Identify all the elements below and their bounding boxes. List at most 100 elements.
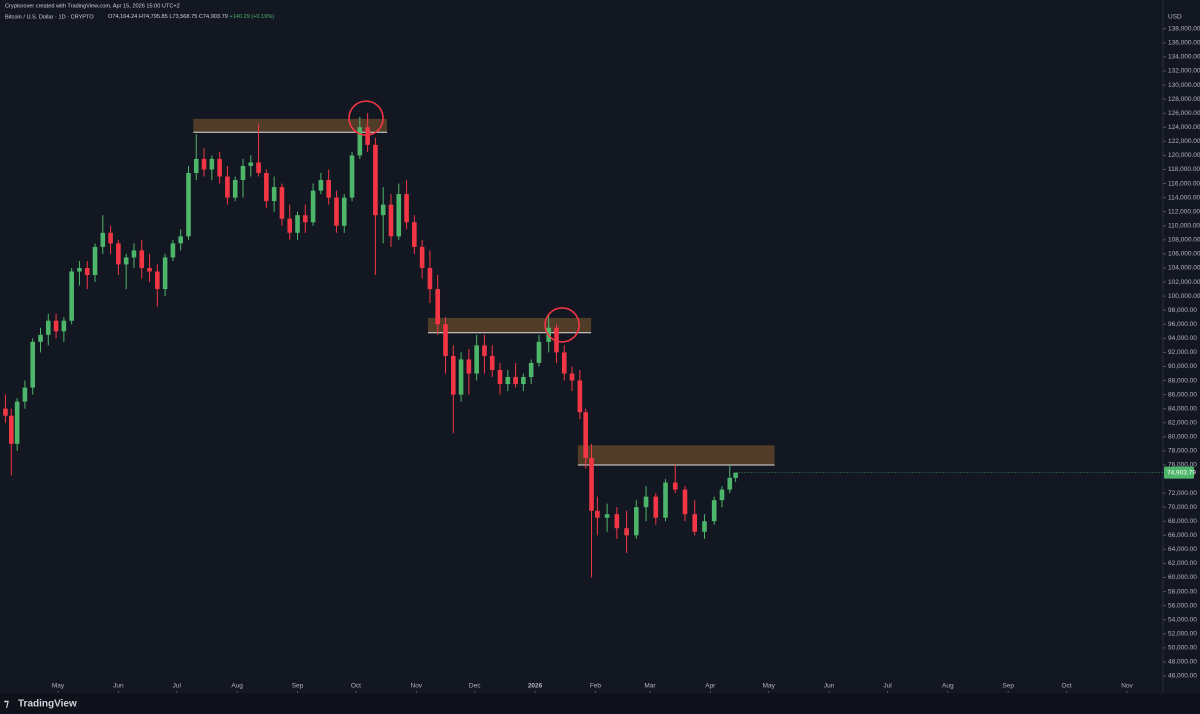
y-tick-label: 76,000.00 — [1168, 462, 1197, 469]
last-price-label: 74,903.79 — [1167, 469, 1196, 476]
y-tick-label: 126,000.00 — [1168, 110, 1200, 117]
candle-body — [131, 250, 137, 258]
candle-body — [682, 489, 688, 515]
candle-body — [178, 236, 183, 244]
candle-body — [663, 482, 668, 518]
candle-body — [310, 190, 316, 223]
candle-body — [155, 271, 160, 290]
y-tick-label: 114,000.00 — [1168, 194, 1200, 201]
y-tick-label: 96,000.00 — [1168, 321, 1197, 328]
candle-body — [61, 320, 67, 332]
candle-body — [427, 267, 433, 290]
candle-body — [123, 257, 129, 265]
candle-body — [14, 401, 20, 444]
y-tick-label: 72,000.00 — [1168, 490, 1197, 497]
candle-body — [193, 158, 199, 173]
candle-body — [653, 496, 659, 518]
candle-body — [209, 158, 215, 170]
y-tick-label: 102,000.00 — [1168, 279, 1200, 286]
candle-body — [561, 352, 567, 374]
candle-body — [170, 243, 176, 258]
candle-body — [536, 341, 542, 363]
candle-body — [614, 514, 620, 529]
candle-body — [458, 359, 464, 395]
y-tick-label: 110,000.00 — [1168, 222, 1200, 229]
x-tick-label: Mar — [644, 683, 656, 690]
highlight-circle — [544, 307, 580, 343]
candle-body — [92, 246, 98, 276]
y-tick-label: 106,000.00 — [1168, 251, 1200, 258]
x-tick-label: Oct — [351, 683, 361, 690]
credit: Cryptorover created with TradingView.com… — [5, 3, 180, 9]
y-tick-label: 50,000.00 — [1168, 645, 1197, 652]
y-tick-label: 116,000.00 — [1168, 180, 1200, 187]
candle-body — [727, 477, 733, 490]
candle-body — [38, 334, 43, 342]
y-tick-label: 124,000.00 — [1168, 124, 1200, 131]
candle-body — [30, 341, 36, 388]
candle-body — [595, 510, 600, 518]
candle-body — [341, 197, 347, 226]
candle-body — [380, 204, 386, 216]
y-tick-label: 90,000.00 — [1168, 363, 1197, 370]
x-tick-label: May — [52, 683, 65, 690]
x-tick-label: Sep — [292, 683, 304, 690]
candle-body — [287, 218, 293, 233]
y-tick-label: 52,000.00 — [1168, 631, 1197, 638]
candle-body — [256, 162, 261, 173]
y-tick-label: 46,000.00 — [1168, 673, 1197, 680]
candle-body — [303, 215, 308, 223]
candle-body — [108, 232, 113, 244]
y-tick-label: 66,000.00 — [1168, 532, 1197, 539]
y-tick-label: 88,000.00 — [1168, 377, 1197, 384]
symbol: Bitcoin / U.S. Dollar · 1D · CRYPTO — [5, 14, 94, 20]
y-tick-label: 48,000.00 — [1168, 659, 1197, 666]
candle-body — [583, 412, 588, 458]
last-price-box — [1164, 466, 1194, 479]
candle-body — [672, 482, 678, 490]
x-tick-label: Dec — [469, 683, 481, 690]
x-tick-label: Aug — [942, 683, 954, 690]
brand: TradingView — [18, 699, 77, 710]
candle-body — [248, 162, 254, 166]
candle-body — [116, 243, 121, 265]
x-tick-label: Sep — [1002, 683, 1014, 690]
candle-body — [505, 377, 511, 385]
x-tick-label: Jun — [113, 683, 124, 690]
y-tick-label: 100,000.00 — [1168, 293, 1200, 300]
candle-body — [326, 180, 331, 198]
candle-body — [365, 127, 370, 145]
y-tick-label: 130,000.00 — [1168, 82, 1200, 89]
candle-body — [719, 489, 725, 501]
candle-body — [604, 514, 610, 518]
y-tick-label: 64,000.00 — [1168, 546, 1197, 553]
candle-body — [240, 165, 246, 181]
candle-body — [77, 267, 82, 272]
x-tick-label: Oct — [1062, 683, 1072, 690]
candle-body — [569, 373, 575, 381]
candle-body — [84, 267, 90, 276]
candle-body — [357, 127, 363, 156]
y-tick-label: 86,000.00 — [1168, 391, 1197, 398]
highlight-circle — [348, 100, 384, 136]
candle-body — [702, 521, 707, 532]
candle-body — [373, 144, 378, 216]
y-tick-label: 136,000.00 — [1168, 40, 1200, 47]
y-tick-label: 92,000.00 — [1168, 349, 1197, 356]
candle-body — [404, 194, 409, 223]
y-tick-label: 134,000.00 — [1168, 54, 1200, 61]
y-tick-label: 94,000.00 — [1168, 335, 1197, 342]
candle-body — [528, 362, 534, 378]
high: H74,795.85 — [139, 14, 168, 20]
y-tick-label: 62,000.00 — [1168, 560, 1197, 567]
footer-bar — [0, 693, 1200, 714]
candle-body — [589, 457, 594, 511]
x-tick-label: Feb — [590, 683, 602, 690]
plot — [3, 100, 1163, 578]
y-tick-label: 58,000.00 — [1168, 588, 1197, 595]
candle-body — [466, 359, 472, 374]
ohlc: O74,164.24 H74,795.85 L73,568.75 C74,903… — [108, 14, 274, 20]
candle-body — [435, 289, 441, 325]
candle-body — [147, 267, 152, 272]
y-tick-label: 118,000.00 — [1168, 166, 1200, 173]
